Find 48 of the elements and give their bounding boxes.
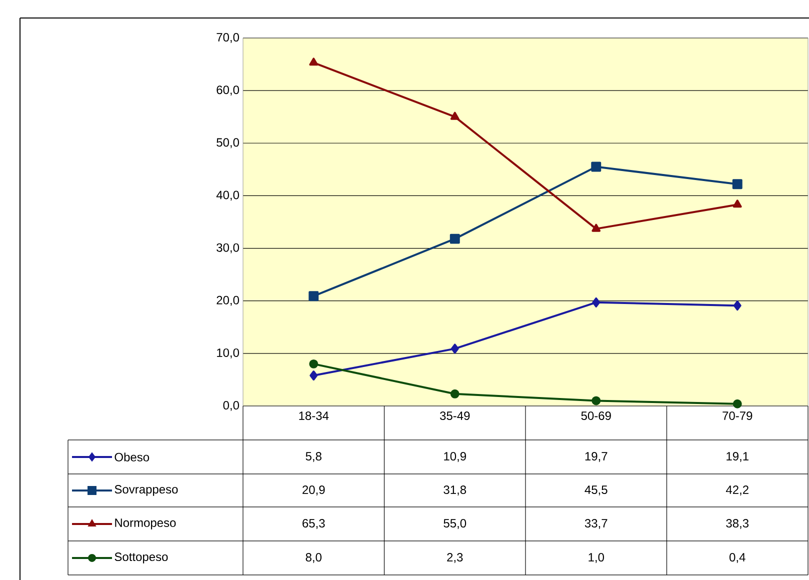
legend-label: Sovrappeso <box>114 485 178 496</box>
point <box>450 344 459 354</box>
legend-label: Sottopeso <box>114 552 168 564</box>
y-tick-label: 50,0 <box>216 138 240 148</box>
y-tick-label: 70,0 <box>216 33 240 43</box>
y-tick-label: 30,0 <box>216 243 240 254</box>
point <box>450 234 460 244</box>
point <box>310 370 318 380</box>
y-tick-label: 0,0 <box>223 401 240 411</box>
data-label: 31,8 <box>444 486 466 496</box>
x-tick-label: 50-69 <box>581 412 611 420</box>
point <box>733 300 742 311</box>
y-tick-label: 20,0 <box>216 296 240 306</box>
y-tick-label: 60,0 <box>216 86 240 96</box>
data-label: 42,2 <box>726 486 748 496</box>
legend-label: Obeso <box>114 452 150 462</box>
x-tick-label: 18-34 <box>299 412 329 420</box>
data-label: 0,4 <box>730 553 746 563</box>
data-label: 10,9 <box>444 452 466 462</box>
point <box>592 224 601 232</box>
data-label: 19,7 <box>585 452 608 462</box>
point <box>592 396 601 406</box>
y-tick-label: 40,0 <box>216 190 240 201</box>
data-label: 55,0 <box>444 519 466 529</box>
point <box>450 389 460 398</box>
data-label: 45,5 <box>584 486 608 496</box>
point <box>591 162 602 172</box>
y-tick-label: 10,0 <box>217 348 240 358</box>
point <box>732 399 742 408</box>
point <box>309 58 318 66</box>
point <box>450 112 460 120</box>
point <box>308 291 319 302</box>
point <box>732 179 742 190</box>
point <box>592 297 600 308</box>
point <box>309 359 318 368</box>
x-tick-label: 35-49 <box>440 412 470 420</box>
legend-label: Normopeso <box>115 518 176 530</box>
data-label: 2,3 <box>447 553 463 563</box>
x-tick-label: 70-79 <box>722 412 752 420</box>
data-label: 33,7 <box>584 519 608 529</box>
data-label: 20,9 <box>302 486 325 496</box>
data-label: 65,3 <box>302 519 325 529</box>
data-label: 38,3 <box>726 519 749 529</box>
point <box>732 200 742 208</box>
data-label: 19,1 <box>726 452 748 462</box>
data-label: 5,8 <box>306 452 322 462</box>
data-label: 8,0 <box>306 553 322 563</box>
data-label: 1,0 <box>588 553 604 563</box>
